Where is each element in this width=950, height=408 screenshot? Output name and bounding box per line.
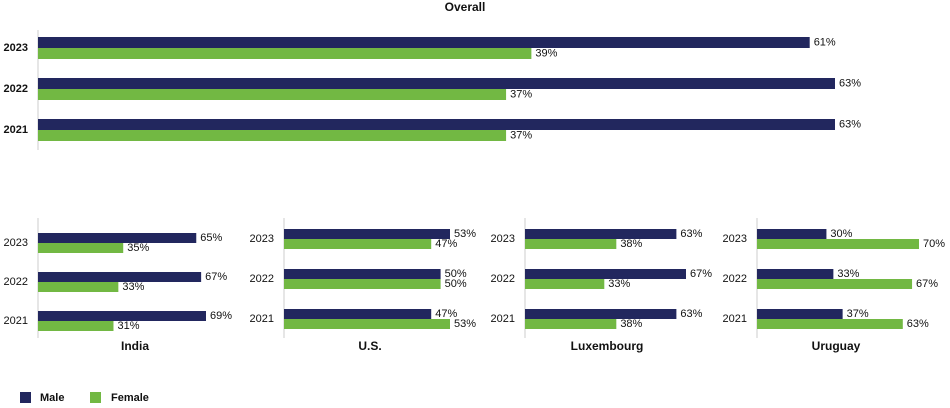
value-label: 33% [608,278,630,290]
category-label: 2023 [723,233,747,245]
bar [284,269,441,279]
bar [284,309,432,319]
category-label: 2023 [250,233,274,245]
bar [38,321,114,331]
bar [757,279,913,289]
bar [525,269,686,279]
category-label: 2022 [491,273,515,285]
chart-title: Luxembourg [571,339,644,353]
bar [525,239,617,249]
value-label: 67% [690,268,712,280]
legend-label: Female [111,392,149,404]
category-label: 2022 [4,276,28,288]
value-label: 63% [680,228,702,240]
legend-swatch [20,392,31,403]
bar [284,279,441,289]
value-label: 31% [117,320,139,332]
bar [38,282,119,292]
value-label: 69% [210,310,232,322]
value-label: 38% [620,238,642,250]
bar [38,130,507,141]
value-label: 63% [680,308,702,320]
category-label: 2021 [4,315,28,327]
bar [38,233,197,243]
value-label: 47% [435,308,457,320]
bar [525,309,677,319]
value-label: 33% [837,268,859,280]
value-label: 30% [830,228,852,240]
legend-label: Male [40,392,64,404]
category-label: 2023 [4,237,28,249]
category-label: 2021 [723,313,747,325]
bar [284,239,432,249]
value-label: 61% [814,36,836,48]
category-label: 2021 [250,313,274,325]
bar [284,229,450,239]
value-label: 33% [122,281,144,293]
bar [757,309,843,319]
bar [38,272,202,282]
value-label: 38% [620,318,642,330]
bar [38,89,507,100]
value-label: 63% [907,318,929,330]
bar [38,37,810,48]
category-label: 2022 [250,273,274,285]
bar [38,119,835,130]
value-label: 53% [454,318,476,330]
value-label: 37% [847,308,869,320]
bar [38,48,532,59]
chart-title: Overall [445,0,486,14]
bar [525,319,617,329]
value-label: 63% [839,77,861,89]
value-label: 67% [205,271,227,283]
value-label: 37% [510,129,532,141]
value-label: 39% [535,47,557,59]
bar [757,269,834,279]
category-label: 2023 [4,42,28,54]
value-label: 35% [127,242,149,254]
bar [38,243,124,253]
bar [284,319,450,329]
chart-title: Uruguay [812,339,861,353]
value-label: 70% [923,238,945,250]
value-label: 37% [510,88,532,100]
chart-title: India [121,339,149,353]
value-label: 67% [916,278,938,290]
bar [525,279,605,289]
bar [757,319,903,329]
category-label: 2021 [4,124,28,136]
value-label: 53% [454,228,476,240]
value-label: 50% [445,268,467,280]
category-label: 2022 [4,83,28,95]
chart-title: U.S. [358,339,381,353]
value-label: 63% [839,118,861,130]
bar [757,239,919,249]
bar [757,229,827,239]
bar [38,311,206,321]
category-label: 2021 [491,313,515,325]
value-label: 47% [435,238,457,250]
bar [38,78,835,89]
value-label: 50% [445,278,467,290]
bar [525,229,677,239]
value-label: 65% [200,232,222,244]
legend-swatch [90,392,101,403]
category-label: 2022 [723,273,747,285]
category-label: 2023 [491,233,515,245]
